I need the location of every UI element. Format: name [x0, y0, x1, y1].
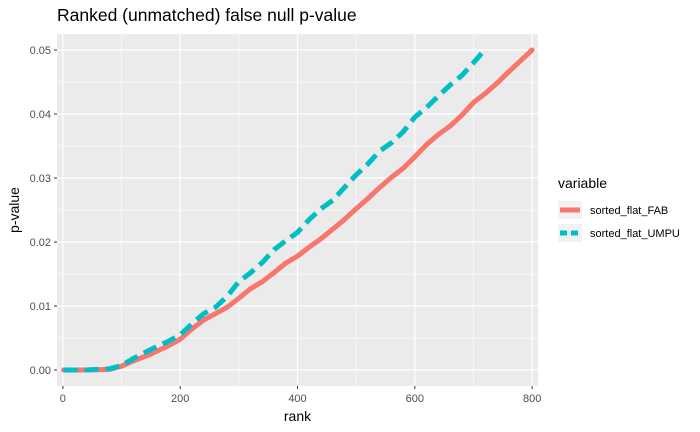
legend-label: sorted_flat_UMPU: [590, 228, 680, 240]
x-axis-title: rank: [284, 408, 312, 424]
legend-label: sorted_flat_FAB: [590, 205, 668, 217]
x-tick-label: 400: [288, 393, 306, 405]
x-tick-label: 600: [406, 393, 424, 405]
series-line-sorted-flat-fab: [61, 47, 535, 373]
y-axis: 0.00 0.01 0.02 0.03 0.04 0.05: [30, 45, 57, 377]
x-tick-label: 0: [60, 393, 66, 405]
x-axis: 0 200 400 600 800: [60, 386, 541, 405]
y-tick-label: 0.01: [30, 301, 51, 313]
legend-key-background: [558, 224, 582, 242]
series-layer: [61, 47, 535, 373]
y-tick-label: 0.05: [30, 45, 51, 57]
y-tick-label: 0.04: [30, 109, 51, 121]
y-tick-label: 0.03: [30, 173, 51, 185]
y-tick-label: 0.02: [30, 237, 51, 249]
y-axis-title: p-value: [6, 187, 22, 233]
x-tick-label: 200: [171, 393, 189, 405]
series-line-sorted-flat-umpu: [63, 50, 485, 373]
x-tick-label: 800: [523, 393, 541, 405]
legend: variable sorted_flat_FAB sorted_flat_UMPU: [558, 175, 680, 242]
chart-title: Ranked (unmatched) false null p-value: [57, 5, 357, 25]
grid-major: [57, 34, 538, 386]
y-tick-label: 0.00: [30, 365, 51, 377]
legend-title: variable: [558, 175, 607, 191]
